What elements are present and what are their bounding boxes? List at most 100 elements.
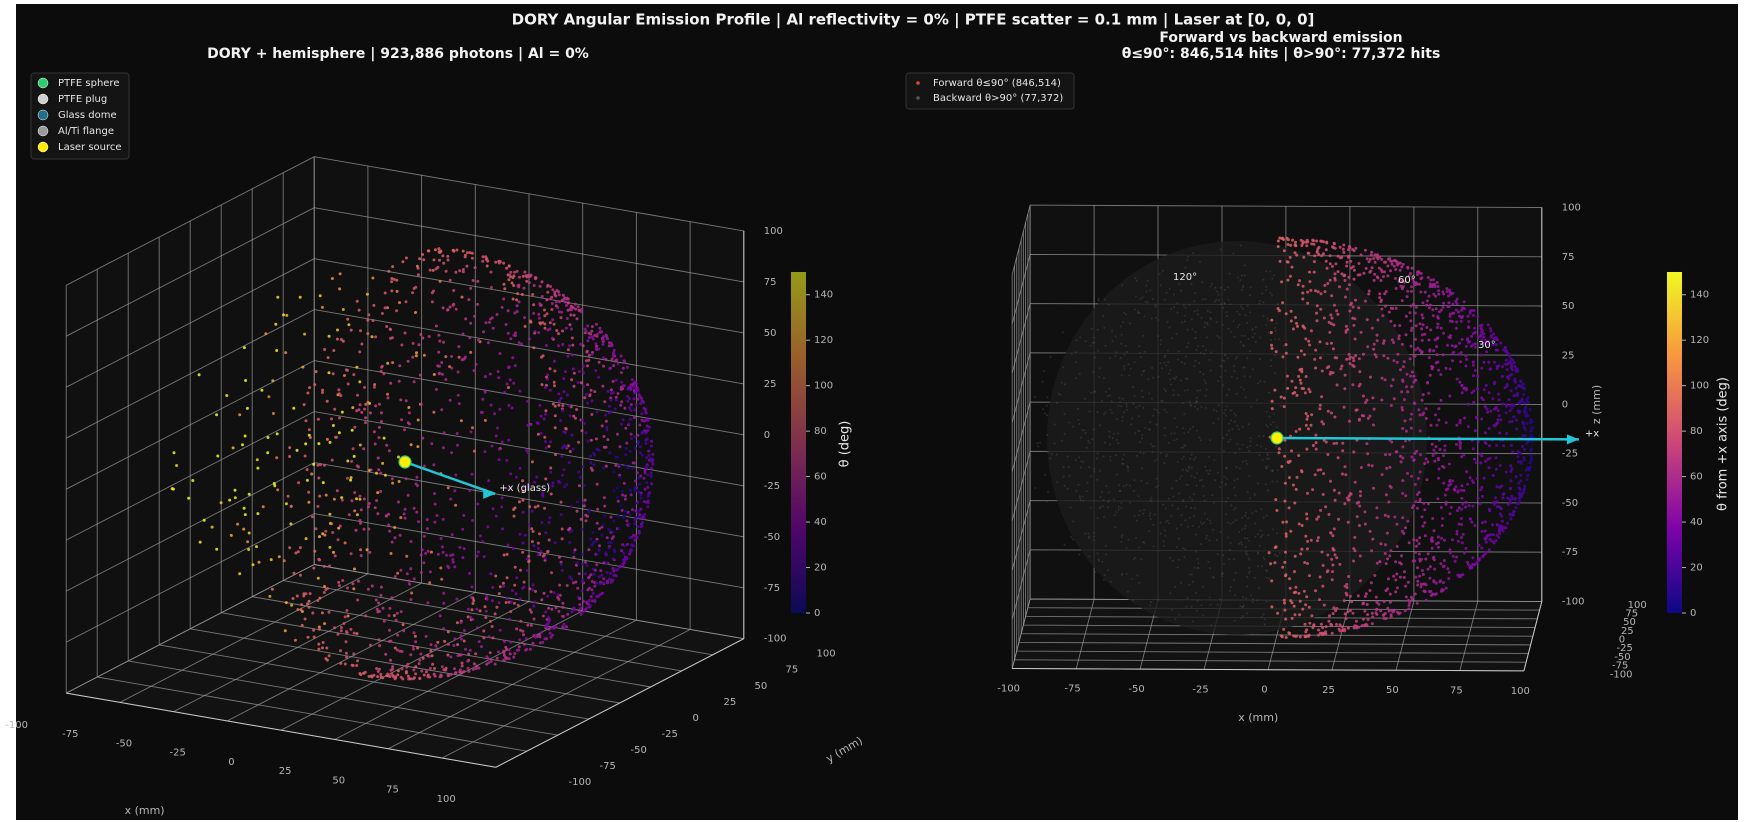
photon-dot — [1491, 533, 1495, 537]
photon-dot — [1180, 446, 1183, 449]
photon-dot — [1375, 506, 1379, 510]
photon-dot — [468, 615, 472, 619]
photon-dot — [1488, 367, 1492, 371]
photon-dot — [367, 675, 371, 678]
photon-dot — [509, 600, 513, 604]
photon-dot — [1297, 374, 1301, 378]
photon-dot — [483, 450, 487, 454]
photon-dot — [589, 537, 593, 541]
photon-dot — [1296, 355, 1300, 359]
photon-dot — [476, 302, 480, 306]
photon-dot — [1456, 489, 1460, 493]
photon-dot — [451, 558, 455, 562]
photon-dot — [1492, 332, 1496, 336]
photon-dot — [1182, 304, 1185, 307]
photon-dot — [243, 513, 247, 517]
photon-dot — [529, 623, 533, 627]
photon-dot — [368, 550, 372, 554]
photon-dot — [629, 409, 633, 413]
photon-dot — [1176, 507, 1179, 510]
photon-dot — [491, 507, 495, 511]
photon-dot — [502, 282, 506, 286]
photon-dot — [485, 264, 489, 268]
photon-dot — [458, 668, 462, 672]
photon-dot — [1315, 249, 1319, 253]
photon-dot — [1109, 455, 1112, 458]
photon-dot — [1472, 326, 1476, 330]
photon-dot — [1155, 409, 1158, 412]
arrow-head — [1566, 434, 1579, 445]
photon-dot — [1351, 265, 1355, 269]
photon-dot — [375, 667, 379, 670]
photon-dot — [336, 328, 339, 332]
photon-dot — [1325, 342, 1329, 346]
photon-dot — [1317, 628, 1320, 632]
photon-dot — [548, 618, 552, 622]
photon-dot — [1282, 396, 1286, 400]
z-tick-label: -25 — [764, 481, 780, 492]
photon-dot — [1448, 394, 1452, 398]
photon-dot — [538, 403, 542, 407]
photon-dot — [1348, 594, 1352, 598]
photon-dot — [1114, 454, 1117, 457]
photon-dot — [1370, 250, 1374, 254]
photon-dot — [1153, 408, 1156, 411]
photon-dot — [456, 654, 460, 658]
photon-dot — [1466, 314, 1470, 318]
photon-dot — [1109, 408, 1112, 411]
photon-dot — [1109, 459, 1112, 462]
photon-dot — [1326, 553, 1330, 557]
photon-dot — [1409, 417, 1413, 421]
photon-dot — [1421, 524, 1425, 528]
photon-dot — [456, 443, 459, 447]
photon-dot — [1168, 326, 1171, 329]
photon-dot — [461, 270, 465, 274]
photon-dot — [1290, 265, 1294, 269]
photon-dot — [1093, 391, 1096, 393]
photon-dot — [1085, 490, 1088, 493]
photon-dot — [1305, 595, 1309, 599]
photon-dot — [1249, 444, 1252, 447]
photon-dot — [1049, 356, 1052, 359]
photon-dot — [1406, 471, 1409, 475]
photon-dot — [594, 342, 598, 346]
photon-dot — [1214, 286, 1217, 289]
photon-dot — [1506, 362, 1509, 366]
photon-dot — [588, 508, 592, 512]
photon-dot — [1345, 260, 1349, 264]
photon-dot — [571, 367, 575, 371]
photon-dot — [321, 646, 324, 650]
photon-dot — [1491, 343, 1495, 347]
photon-dot — [1328, 330, 1332, 334]
photon-dot — [570, 353, 574, 357]
photon-dot — [1075, 361, 1077, 364]
photon-dot — [529, 319, 532, 323]
photon-dot — [1430, 536, 1434, 540]
photon-dot — [1225, 315, 1228, 317]
photon-dot — [1249, 294, 1251, 297]
photon-dot — [1169, 378, 1172, 381]
photon-dot — [1460, 523, 1464, 526]
photon-dot — [412, 668, 416, 672]
photon-dot — [580, 308, 583, 312]
photon-dot — [1448, 336, 1452, 340]
photon-dot — [1261, 292, 1264, 295]
photon-dot — [644, 431, 648, 435]
photon-dot — [391, 361, 395, 365]
photon-dot — [561, 605, 565, 609]
photon-dot — [553, 290, 557, 294]
photon-dot — [440, 408, 444, 412]
photon-dot — [609, 571, 613, 575]
photon-dot — [1098, 559, 1100, 562]
photon-dot — [1306, 491, 1309, 495]
photon-dot — [1390, 440, 1394, 444]
photon-dot — [1045, 500, 1048, 503]
photon-dot — [1159, 362, 1162, 365]
photon-dot — [327, 654, 331, 658]
photon-dot — [1238, 447, 1241, 450]
photon-dot — [312, 566, 316, 570]
photon-dot — [1472, 374, 1475, 378]
photon-dot — [509, 610, 513, 614]
photon-dot — [1248, 558, 1251, 561]
